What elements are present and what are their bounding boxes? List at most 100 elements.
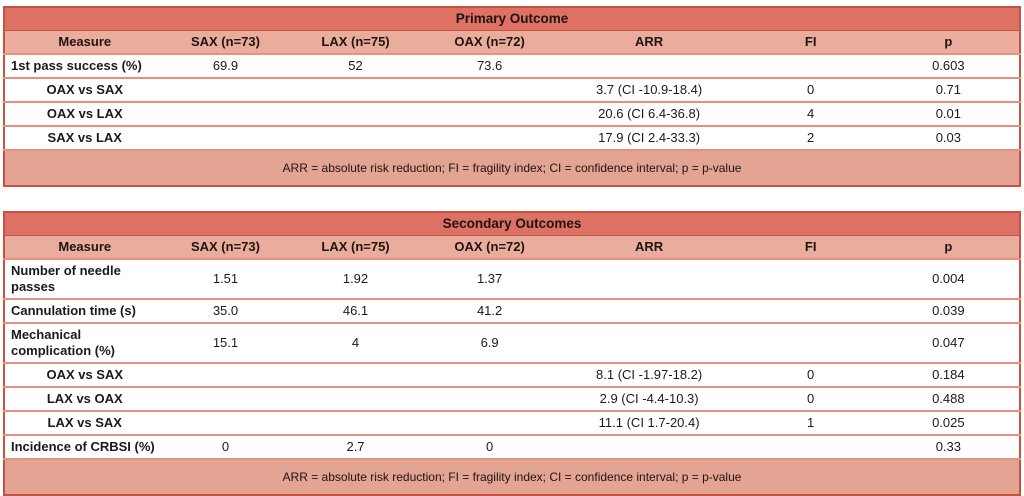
cell-fi — [744, 259, 878, 299]
table-footnote-row: ARR = absolute risk reduction; FI = frag… — [4, 149, 1020, 186]
cell-fi — [743, 434, 878, 459]
cell-oax: 73.6 — [476, 58, 503, 73]
table-title-row: Primary Outcome — [4, 7, 1020, 31]
cell-sax — [164, 77, 287, 102]
column-header-lax: LAX (n=75) — [286, 30, 425, 55]
table-footnote: ARR = absolute risk reduction; FI = frag… — [4, 458, 1020, 495]
cell-p: 0.33 — [877, 434, 1020, 459]
row-cannulation-time: Cannulation time (s) 35.0 46.1 41.2 0.03… — [4, 298, 1020, 323]
cell-lax — [286, 125, 425, 150]
column-header-lax: LAX (n=75) — [286, 235, 425, 260]
cell-lax — [286, 410, 425, 435]
cell-sax: 1.51 — [212, 271, 239, 286]
cell-measure: SAX vs LAX — [4, 125, 165, 150]
cell-oax: 6.9 — [424, 322, 555, 363]
cell-measure: Incidence of CRBSI (%) — [4, 434, 165, 459]
row-oax-vs-sax: OAX vs SAX 3.7 (CI -10.9-18.4) 0 0.71 — [4, 77, 1020, 102]
table-footnote-row: ARR = absolute risk reduction; FI = frag… — [4, 458, 1020, 495]
cell-measure: Mechanical complication (%) — [4, 322, 165, 363]
table-title: Secondary Outcomes — [4, 212, 1020, 236]
cell-oax — [424, 386, 555, 411]
cell-measure: Cannulation time (s) — [4, 298, 165, 323]
column-header-p: p — [877, 30, 1020, 55]
cell-fi: 1 — [743, 410, 878, 435]
cell-sax — [164, 386, 287, 411]
table-title: Primary Outcome — [4, 7, 1020, 31]
cell-arr: 8.1 (CI -1.97-18.2) — [554, 362, 744, 387]
row-oax-vs-sax: OAX vs SAX 8.1 (CI -1.97-18.2) 0 0.184 — [4, 362, 1020, 387]
column-header-sax: SAX (n=73) — [164, 30, 287, 55]
cell-oax: 1.37 — [476, 271, 503, 286]
cell-sax — [164, 410, 287, 435]
cell-sax — [164, 362, 287, 387]
cell-fi: 0 — [743, 386, 878, 411]
cell-oax: 41.2 — [424, 298, 555, 323]
cell-sax — [164, 101, 287, 126]
table-header-row: Measure SAX (n=73) LAX (n=75) OAX (n=72)… — [4, 30, 1020, 55]
row-incidence-of-crbsi: Incidence of CRBSI (%) 0 2.7 0 0.33 — [4, 434, 1020, 459]
cell-measure: OAX vs SAX — [4, 362, 165, 387]
cell-lax: 2.7 — [286, 434, 425, 459]
cell-sax: 15.1 — [164, 322, 287, 363]
cell-lax — [286, 77, 425, 102]
cell-p: 0.488 — [877, 386, 1020, 411]
cell-measure: LAX vs OAX — [4, 386, 165, 411]
cell-arr — [555, 54, 744, 78]
primary-outcome-table: Primary Outcome Measure SAX (n=73) LAX (… — [3, 6, 1021, 187]
cell-p: 0.603 — [932, 58, 965, 73]
cell-p: 0.047 — [877, 322, 1020, 363]
column-header-fi: FI — [743, 30, 878, 55]
row-number-of-needle-passes: Number of needle passes 1.51 1.92 1.37 0… — [4, 259, 1020, 299]
cell-oax — [424, 101, 555, 126]
cell-lax — [286, 386, 425, 411]
row-lax-vs-sax: LAX vs SAX 11.1 (CI 1.7-20.4) 1 0.025 — [4, 410, 1020, 435]
table-footnote: ARR = absolute risk reduction; FI = frag… — [4, 149, 1020, 186]
cell-arr: 20.6 (CI 6.4-36.8) — [554, 101, 744, 126]
cell-lax: 1.92 — [342, 271, 369, 286]
column-header-sax: SAX (n=73) — [164, 235, 287, 260]
cell-arr — [554, 434, 744, 459]
row-sax-vs-lax: SAX vs LAX 17.9 (CI 2.4-33.3) 2 0.03 — [4, 125, 1020, 150]
cell-measure: OAX vs LAX — [4, 101, 165, 126]
secondary-outcomes-table: Secondary Outcomes Measure SAX (n=73) LA… — [3, 211, 1021, 496]
cell-lax: 4 — [286, 322, 425, 363]
cell-p: 0.03 — [877, 125, 1020, 150]
column-header-oax: OAX (n=72) — [424, 30, 555, 55]
cell-arr: 11.1 (CI 1.7-20.4) — [554, 410, 744, 435]
column-header-fi: FI — [743, 235, 878, 260]
cell-sax: 0 — [164, 434, 287, 459]
cell-p: 0.004 — [932, 271, 965, 286]
cell-fi: 0 — [743, 362, 878, 387]
cell-oax — [424, 362, 555, 387]
cell-oax: 0 — [424, 434, 555, 459]
column-header-arr: ARR — [554, 30, 744, 55]
cell-arr: 17.9 (CI 2.4-33.3) — [554, 125, 744, 150]
cell-fi — [743, 298, 878, 323]
cell-lax — [286, 101, 425, 126]
cell-lax: 52 — [348, 58, 363, 73]
cell-sax: 35.0 — [164, 298, 287, 323]
column-header-arr: ARR — [554, 235, 744, 260]
row-oax-vs-lax: OAX vs LAX 20.6 (CI 6.4-36.8) 4 0.01 — [4, 101, 1020, 126]
cell-oax — [424, 77, 555, 102]
cell-arr — [554, 298, 744, 323]
row-lax-vs-oax: LAX vs OAX 2.9 (CI -4.4-10.3) 0 0.488 — [4, 386, 1020, 411]
cell-arr: 3.7 (CI -10.9-18.4) — [554, 77, 744, 102]
cell-arr — [554, 322, 744, 363]
cell-measure: Number of needle passes — [11, 263, 121, 294]
cell-fi: 0 — [743, 77, 878, 102]
cell-arr: 2.9 (CI -4.4-10.3) — [554, 386, 744, 411]
cell-oax — [424, 410, 555, 435]
cell-fi: 4 — [743, 101, 878, 126]
cell-fi — [743, 322, 878, 363]
column-header-oax: OAX (n=72) — [424, 235, 555, 260]
table-title-row: Secondary Outcomes — [4, 212, 1020, 236]
cell-oax — [424, 125, 555, 150]
column-header-measure: Measure — [4, 235, 165, 260]
cell-lax: 46.1 — [286, 298, 425, 323]
cell-p: 0.71 — [877, 77, 1020, 102]
row-mechanical-complication: Mechanical complication (%) 15.1 4 6.9 0… — [4, 322, 1020, 363]
cell-p: 0.01 — [877, 101, 1020, 126]
cell-fi: 2 — [743, 125, 878, 150]
